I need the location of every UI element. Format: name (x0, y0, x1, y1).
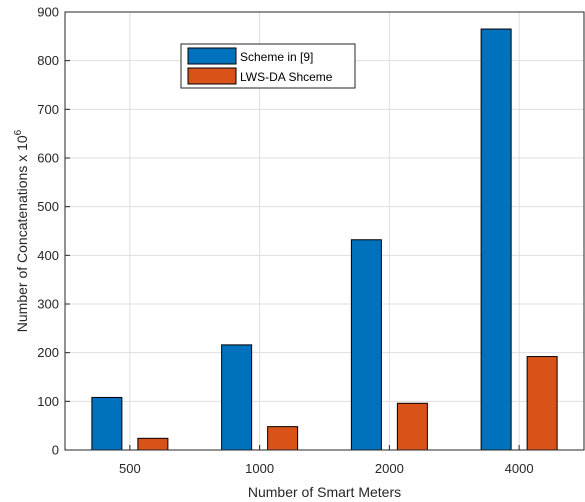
x-axis-title: Number of Smart Meters (248, 484, 401, 500)
bar-scheme-in-9-4000 (480, 28, 512, 451)
y-tick-label: 800 (37, 53, 59, 68)
y-tick-label: 0 (52, 443, 59, 458)
x-axis-ticks: 500 1000 2000 4000 (119, 445, 534, 476)
bar-scheme-in-9-1000 (221, 344, 253, 451)
y-tick-label: 500 (37, 199, 59, 214)
x-tick-label: 500 (119, 461, 141, 476)
bar-scheme-in-9-500 (91, 396, 123, 451)
x-tick-label: 4000 (505, 461, 534, 476)
legend: Scheme in [9] LWS-DA Shceme (180, 43, 356, 89)
y-axis-ticks: 0 100 200 300 400 500 600 700 800 900 (37, 5, 70, 458)
plot-frame (64, 11, 585, 451)
y-axis-title-main: Number of Concatenations x 10 (14, 135, 30, 332)
y-tick-label: 600 (37, 151, 59, 166)
y-tick-label: 700 (37, 102, 59, 117)
legend-label-lws-da: LWS-DA Shceme (240, 70, 333, 84)
legend-swatch-scheme-in-9 (187, 47, 237, 65)
bar-lws-da-1000 (267, 426, 299, 451)
y-axis-title-exponent: 6 (13, 129, 24, 135)
bar-lws-da-500 (137, 437, 169, 451)
x-tick-label: 1000 (245, 461, 274, 476)
y-tick-label: 300 (37, 297, 59, 312)
legend-swatch-lws-da (187, 67, 237, 85)
legend-label-scheme-in-9: Scheme in [9] (240, 50, 313, 64)
y-tick-label: 900 (37, 5, 59, 20)
y-tick-label: 200 (37, 345, 59, 360)
bar-lws-da-2000 (396, 402, 428, 451)
y-axis-title: Number of Concatenations x 106 (13, 129, 30, 332)
x-tick-label: 2000 (375, 461, 404, 476)
y-tick-label: 400 (37, 248, 59, 263)
bar-scheme-in-9-2000 (350, 239, 382, 451)
y-tick-label: 100 (37, 394, 59, 409)
bar-lws-da-4000 (526, 356, 558, 451)
